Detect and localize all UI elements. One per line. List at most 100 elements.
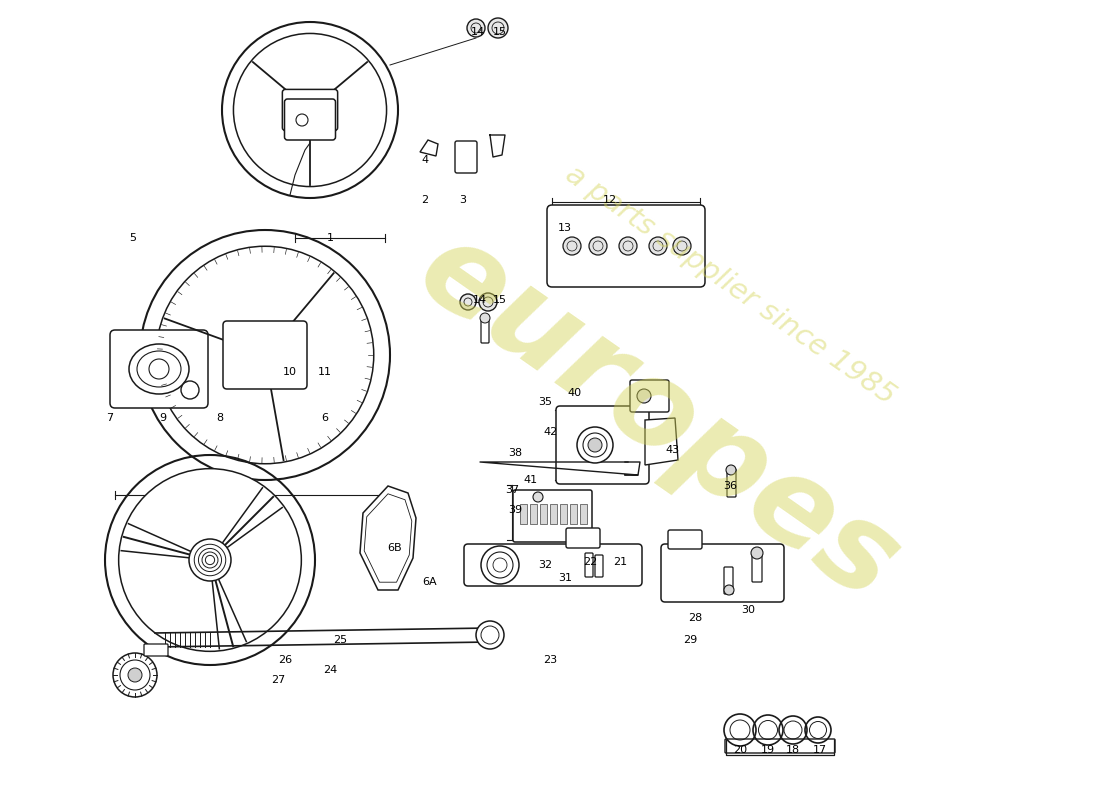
FancyBboxPatch shape	[556, 406, 649, 484]
Polygon shape	[360, 486, 416, 590]
Text: 43: 43	[666, 445, 680, 455]
Circle shape	[128, 668, 142, 682]
FancyBboxPatch shape	[725, 739, 835, 753]
FancyBboxPatch shape	[668, 530, 702, 549]
Bar	[560, 504, 566, 524]
FancyBboxPatch shape	[481, 317, 490, 343]
FancyBboxPatch shape	[724, 567, 733, 594]
Text: 1: 1	[327, 233, 333, 243]
Text: 26: 26	[278, 655, 293, 665]
FancyBboxPatch shape	[727, 469, 736, 497]
Circle shape	[119, 469, 301, 651]
FancyBboxPatch shape	[752, 552, 762, 582]
Circle shape	[673, 237, 691, 255]
Text: 6A: 6A	[422, 577, 438, 587]
Text: 15: 15	[493, 295, 507, 305]
Bar	[530, 504, 537, 524]
Circle shape	[637, 389, 651, 403]
Circle shape	[156, 246, 374, 464]
Circle shape	[724, 585, 734, 595]
Circle shape	[476, 621, 504, 649]
Text: 11: 11	[318, 367, 332, 377]
Text: 14: 14	[471, 27, 485, 37]
Text: 40: 40	[568, 388, 582, 398]
FancyBboxPatch shape	[285, 99, 336, 140]
FancyBboxPatch shape	[464, 544, 642, 586]
Circle shape	[488, 18, 508, 38]
FancyBboxPatch shape	[595, 555, 603, 577]
Text: 27: 27	[271, 675, 285, 685]
Circle shape	[726, 465, 736, 475]
Circle shape	[189, 539, 231, 581]
Bar	[570, 504, 578, 524]
Text: 24: 24	[323, 665, 337, 675]
Text: 23: 23	[543, 655, 557, 665]
Polygon shape	[645, 418, 678, 465]
Text: 28: 28	[688, 613, 702, 623]
Text: 6B: 6B	[387, 543, 403, 553]
Text: 15: 15	[493, 27, 507, 37]
Circle shape	[233, 34, 386, 186]
Circle shape	[238, 327, 293, 382]
Text: 22: 22	[583, 557, 597, 567]
FancyBboxPatch shape	[566, 528, 600, 548]
Text: a parts supplier since 1985: a parts supplier since 1985	[560, 160, 900, 410]
Text: 8: 8	[217, 413, 223, 423]
Text: 7: 7	[107, 413, 113, 423]
Text: 9: 9	[160, 413, 166, 423]
Text: 3: 3	[460, 195, 466, 205]
Text: 19: 19	[761, 745, 776, 755]
Text: 20: 20	[733, 745, 747, 755]
Text: 31: 31	[558, 573, 572, 583]
Circle shape	[468, 19, 485, 37]
FancyBboxPatch shape	[513, 490, 592, 542]
Text: 2: 2	[421, 195, 429, 205]
Text: 6: 6	[321, 413, 329, 423]
Circle shape	[578, 427, 613, 463]
Circle shape	[588, 237, 607, 255]
Text: 4: 4	[421, 155, 429, 165]
Text: 35: 35	[538, 397, 552, 407]
FancyBboxPatch shape	[144, 644, 168, 656]
Text: 38: 38	[508, 448, 522, 458]
Text: 42: 42	[543, 427, 558, 437]
FancyBboxPatch shape	[630, 380, 669, 412]
Circle shape	[478, 293, 497, 311]
Bar	[520, 504, 527, 524]
Circle shape	[182, 381, 199, 399]
FancyBboxPatch shape	[227, 327, 302, 383]
Text: 30: 30	[741, 605, 755, 615]
Text: 25: 25	[333, 635, 348, 645]
Bar	[550, 504, 557, 524]
Circle shape	[534, 492, 543, 502]
FancyBboxPatch shape	[110, 330, 208, 408]
FancyBboxPatch shape	[283, 90, 338, 130]
Text: 21: 21	[613, 557, 627, 567]
Text: 10: 10	[283, 367, 297, 377]
Text: 18: 18	[785, 745, 800, 755]
Text: 5: 5	[130, 233, 136, 243]
FancyBboxPatch shape	[455, 141, 477, 173]
Circle shape	[460, 294, 476, 310]
Circle shape	[619, 237, 637, 255]
Text: 12: 12	[603, 195, 617, 205]
Text: 39: 39	[508, 505, 522, 515]
Text: 37: 37	[505, 485, 519, 495]
Circle shape	[563, 237, 581, 255]
Circle shape	[751, 547, 763, 559]
Text: 36: 36	[723, 481, 737, 491]
Circle shape	[148, 359, 169, 379]
Circle shape	[480, 313, 490, 323]
FancyBboxPatch shape	[661, 544, 784, 602]
Text: europes: europes	[396, 210, 920, 626]
Text: 17: 17	[813, 745, 827, 755]
Bar	[580, 504, 587, 524]
Text: 32: 32	[538, 560, 552, 570]
Text: 41: 41	[522, 475, 537, 485]
FancyBboxPatch shape	[547, 205, 705, 287]
FancyBboxPatch shape	[223, 321, 307, 389]
Text: 14: 14	[473, 295, 487, 305]
Circle shape	[649, 237, 667, 255]
FancyBboxPatch shape	[585, 553, 593, 577]
Bar	[540, 504, 547, 524]
